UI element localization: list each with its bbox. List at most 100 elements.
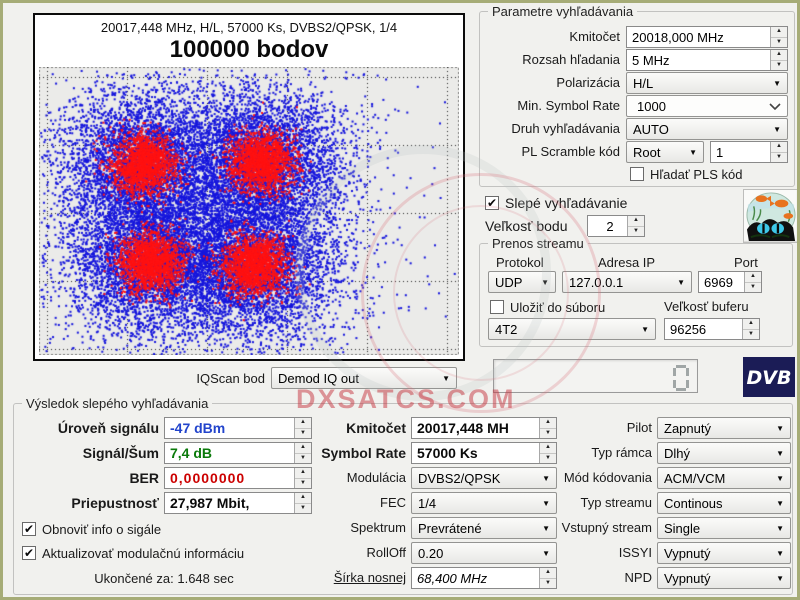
spin-up-icon[interactable]: ▲	[745, 272, 761, 283]
spin-up-icon[interactable]: ▲	[743, 319, 759, 330]
spin-down-icon[interactable]: ▼	[776, 38, 782, 45]
checkbox-box[interactable]: ✔	[485, 196, 499, 210]
uroven-input[interactable]: -47 dBm ▲ ▼	[164, 417, 312, 439]
velkost-bodu-input[interactable]: 2 ▲ ▼	[587, 215, 645, 237]
result-kmitocet-input[interactable]: 20017,448 MH ▲ ▼	[411, 417, 557, 439]
spinner-buttons[interactable]: ▲ ▼	[294, 493, 311, 513]
typ-streamu-label: Typ streamu	[580, 495, 652, 510]
iqscan-select[interactable]: Demod IQ out ▼	[271, 367, 457, 389]
spinner-buttons[interactable]: ▲ ▼	[770, 50, 787, 70]
spinner-buttons[interactable]: ▲ ▼	[539, 568, 556, 588]
spinner-buttons[interactable]: ▲ ▼	[294, 468, 311, 488]
pl-scramble-code-input[interactable]: 1 ▲ ▼	[710, 141, 788, 163]
kmitocet-input[interactable]: 20018,000 MHz ▲ ▼	[626, 26, 788, 48]
kmitocet-value: 20018,000 MHz	[632, 29, 724, 45]
spin-down-icon[interactable]: ▼	[300, 429, 306, 436]
spin-up-icon[interactable]: ▲	[771, 27, 787, 38]
spin-down-icon[interactable]: ▼	[545, 429, 551, 436]
dvb-logo: DVB	[743, 357, 795, 397]
spinner-buttons[interactable]: ▲ ▼	[770, 142, 787, 162]
typ-streamu-select[interactable]: Continous ▼	[657, 492, 791, 514]
npd-select[interactable]: Vypnutý ▼	[657, 567, 791, 589]
min-symbol-rate-combo[interactable]: 1000	[626, 95, 788, 117]
spin-down-icon[interactable]: ▼	[776, 153, 782, 160]
spinner-buttons[interactable]: ▲ ▼	[744, 272, 761, 292]
velkost-buferu-input[interactable]: 96256 ▲ ▼	[664, 318, 760, 340]
spin-up-icon[interactable]: ▲	[540, 568, 556, 579]
hladat-pls-label: Hľadať PLS kód	[650, 166, 743, 182]
checkbox-box[interactable]: ✔	[22, 546, 36, 560]
spin-up-icon[interactable]: ▲	[540, 443, 556, 454]
spin-up-icon[interactable]: ▲	[295, 418, 311, 429]
typ-ramca-select[interactable]: Dlhý ▼	[657, 442, 791, 464]
spinner-buttons[interactable]: ▲ ▼	[770, 27, 787, 47]
spin-up-icon[interactable]: ▲	[295, 493, 311, 504]
spin-down-icon[interactable]: ▼	[748, 330, 754, 337]
aktualizovat-checkbox[interactable]: ✔ Aktualizovať modulačnú informáciu	[22, 544, 244, 562]
vstupny-stream-value: Single	[664, 520, 701, 536]
spin-down-icon[interactable]: ▼	[750, 283, 756, 290]
spin-down-icon[interactable]: ▼	[300, 454, 306, 461]
sirka-nosnej-input[interactable]: 68,400 MHz ▲ ▼	[411, 567, 557, 589]
typ-ramca-value: Dlhý	[664, 445, 691, 461]
checkbox-box[interactable]: ✔	[22, 522, 36, 536]
transponder-info-line: 20017,448 MHz, H/L, 57000 Ks, DVBS2/QPSK…	[100, 20, 398, 35]
chevron-down-icon: ▼	[773, 78, 781, 88]
ulozit-do-suboru-checkbox[interactable]: Uložiť do súboru	[490, 298, 605, 316]
spin-up-icon[interactable]: ▲	[771, 142, 787, 153]
hladat-pls-checkbox[interactable]: Hľadať PLS kód	[630, 165, 743, 183]
priepustnost-input[interactable]: 27,987 Mbit, ▲ ▼	[164, 492, 312, 514]
pl-scramble-type-select[interactable]: Root ▼	[626, 141, 704, 163]
rolloff-select[interactable]: 0.20 ▼	[411, 542, 557, 564]
spin-down-icon[interactable]: ▼	[633, 227, 639, 234]
format-select[interactable]: 4T2 ▼	[488, 318, 656, 340]
spin-up-icon[interactable]: ▲	[295, 468, 311, 479]
chevron-down-icon: ▼	[776, 523, 784, 533]
min-symbol-rate-value: 1000	[637, 98, 666, 114]
spin-up-icon[interactable]: ▲	[628, 216, 644, 227]
spinner-buttons[interactable]: ▲ ▼	[294, 418, 311, 438]
spin-down-icon[interactable]: ▼	[545, 454, 551, 461]
vstupny-stream-label: Vstupný stream	[561, 520, 652, 535]
adresa-ip-select[interactable]: 127.0.0.1 ▼	[562, 271, 692, 293]
spinner-buttons[interactable]: ▲ ▼	[294, 443, 311, 463]
svg-text:DVB: DVB	[747, 367, 792, 389]
spektrum-select[interactable]: Prevrátené ▼	[411, 517, 557, 539]
fec-select[interactable]: 1/4 ▼	[411, 492, 557, 514]
chevron-down-icon: ▼	[773, 124, 781, 134]
vstupny-stream-select[interactable]: Single ▼	[657, 517, 791, 539]
result-symbol-rate-input[interactable]: 57000 Ks ▲ ▼	[411, 442, 557, 464]
polarizacia-select[interactable]: H/L ▼	[626, 72, 788, 94]
mod-kodovania-select[interactable]: ACM/VCM ▼	[657, 467, 791, 489]
npd-label: NPD	[624, 570, 652, 585]
druh-select[interactable]: AUTO ▼	[626, 118, 788, 140]
iqscan-label: IQScan bod	[196, 371, 265, 386]
spin-down-icon[interactable]: ▼	[776, 61, 782, 68]
pilot-select[interactable]: Zapnutý ▼	[657, 417, 791, 439]
spin-up-icon[interactable]: ▲	[540, 418, 556, 429]
protokol-select[interactable]: UDP ▼	[488, 271, 556, 293]
ber-input[interactable]: 0,0000000 ▲ ▼	[164, 467, 312, 489]
spinner-buttons[interactable]: ▲ ▼	[627, 216, 644, 236]
spin-down-icon[interactable]: ▼	[300, 479, 306, 486]
spin-down-icon[interactable]: ▼	[545, 579, 551, 586]
spin-up-icon[interactable]: ▲	[295, 443, 311, 454]
spin-up-icon[interactable]: ▲	[771, 50, 787, 61]
obnovit-info-checkbox[interactable]: ✔ Obnoviť info o sigále	[22, 520, 161, 538]
slepe-vyhladavanie-checkbox[interactable]: ✔ Slepé vyhľadávanie	[485, 194, 627, 212]
spinner-buttons[interactable]: ▲ ▼	[539, 443, 556, 463]
sirka-nosnej-link[interactable]: Šírka nosnej	[333, 570, 406, 585]
spinner-buttons[interactable]: ▲ ▼	[539, 418, 556, 438]
port-input[interactable]: 6969 ▲ ▼	[698, 271, 762, 293]
priepustnost-value: 27,987 Mbit,	[170, 495, 250, 511]
checkbox-box[interactable]	[490, 300, 504, 314]
issyi-select[interactable]: Vypnutý ▼	[657, 542, 791, 564]
rozsah-input[interactable]: 5 MHz ▲ ▼	[626, 49, 788, 71]
modulacia-label: Modulácia	[346, 470, 406, 485]
spinner-buttons[interactable]: ▲ ▼	[742, 319, 759, 339]
protokol-label: Protokol	[496, 255, 544, 270]
modulacia-select[interactable]: DVBS2/QPSK ▼	[411, 467, 557, 489]
spin-down-icon[interactable]: ▼	[300, 504, 306, 511]
snr-input[interactable]: 7,4 dB ▲ ▼	[164, 442, 312, 464]
checkbox-box[interactable]	[630, 167, 644, 181]
